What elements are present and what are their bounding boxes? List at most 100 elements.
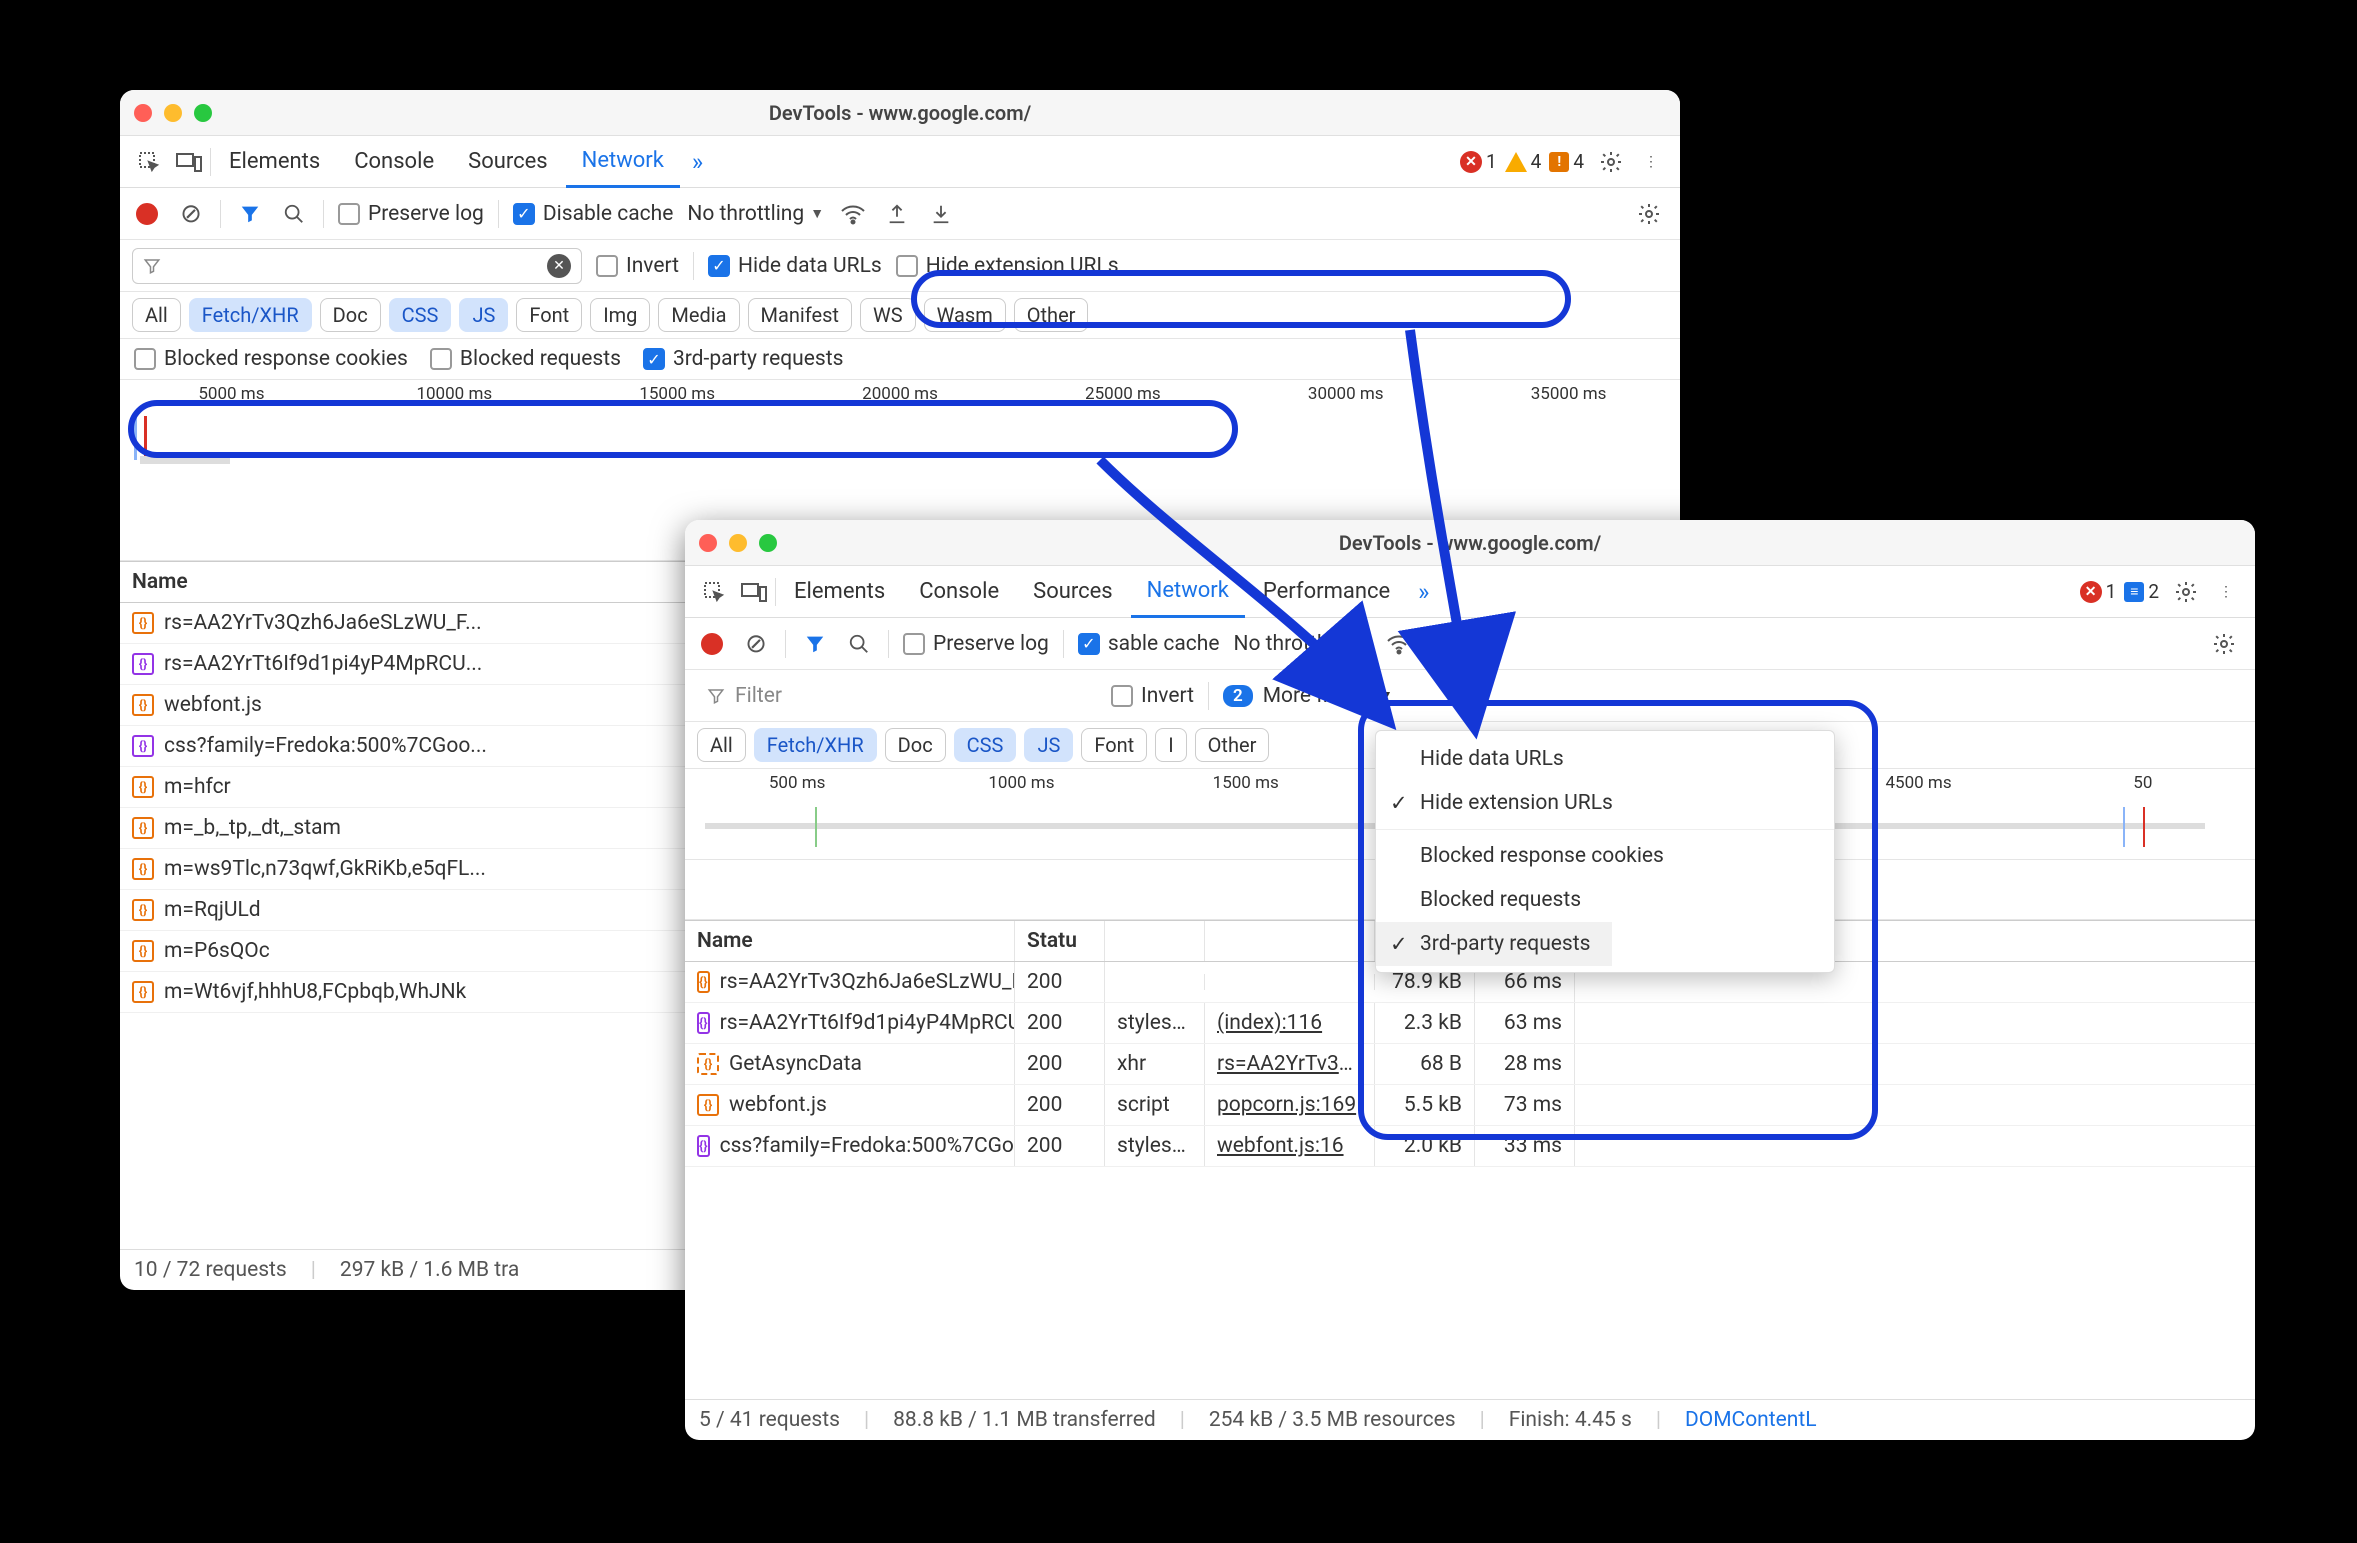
menu-item[interactable]: ✓3rd-party requests (1376, 922, 1612, 966)
disable-cache-checkbox[interactable]: ✓Disable cache (513, 202, 674, 226)
type-pill-fetchxhr[interactable]: Fetch/XHR (754, 728, 877, 762)
issue-badges[interactable]: ✕1 4 !4 (1460, 150, 1584, 173)
third-party-checkbox[interactable]: ✓3rd-party requests (643, 347, 843, 371)
kebab-icon[interactable]: ⋮ (1632, 143, 1670, 181)
text-filter-input[interactable]: Filter (697, 678, 1097, 714)
minimize-dot[interactable] (164, 104, 182, 122)
inspect-icon[interactable] (695, 573, 733, 611)
search-icon[interactable] (279, 199, 309, 229)
wifi-icon[interactable] (838, 199, 868, 229)
type-pill-font[interactable]: Font (516, 298, 582, 332)
hide-data-urls-checkbox[interactable]: ✓Hide data URLs (708, 254, 882, 278)
clear-icon[interactable]: ⊘ (741, 629, 771, 659)
more-filters-dropdown[interactable]: 2 More filters ▼ (1223, 684, 1393, 708)
device-icon[interactable] (735, 573, 773, 611)
type-pill-doc[interactable]: Doc (885, 728, 946, 762)
minimize-dot[interactable] (729, 534, 747, 552)
close-dot[interactable] (699, 534, 717, 552)
tabs-overflow-icon[interactable]: » (1408, 578, 1439, 606)
invert-checkbox[interactable]: Invert (1111, 684, 1194, 708)
tab-performance[interactable]: Performance (1247, 566, 1406, 618)
gear-icon[interactable] (2167, 573, 2205, 611)
clear-filter-icon[interactable]: ✕ (547, 254, 571, 278)
wifi-icon[interactable] (1384, 629, 1414, 659)
tab-sources[interactable]: Sources (1017, 566, 1129, 618)
clear-icon[interactable]: ⊘ (176, 199, 206, 229)
tab-console[interactable]: Console (338, 136, 450, 188)
type-pill-other[interactable]: Other (1014, 298, 1089, 332)
tab-console[interactable]: Console (903, 566, 1015, 618)
type-pill-all[interactable]: All (132, 298, 181, 332)
gear-icon[interactable] (1630, 195, 1668, 233)
search-icon[interactable] (844, 629, 874, 659)
close-dot[interactable] (134, 104, 152, 122)
table-row[interactable]: {}rs=AA2YrTt6If9d1pi4yP4MpRCU4...200styl… (685, 1003, 2255, 1044)
type-pill-i[interactable]: I (1155, 728, 1186, 762)
device-icon[interactable] (170, 143, 208, 181)
timeline-label: 10000 ms (343, 384, 566, 404)
type-pill-manifest[interactable]: Manifest (748, 298, 852, 332)
record-button[interactable] (132, 199, 162, 229)
col-Statu[interactable]: Statu (1015, 921, 1105, 961)
disable-cache-checkbox[interactable]: ✓sable cache (1078, 632, 1220, 656)
col-Name[interactable]: Name (685, 921, 1015, 961)
timeline-label: 1000 ms (909, 773, 1133, 793)
type-pill-other[interactable]: Other (1195, 728, 1270, 762)
tabs-overflow-icon[interactable]: » (682, 148, 713, 176)
blocked-cookies-checkbox[interactable]: Blocked response cookies (134, 347, 408, 371)
table-row[interactable]: {}webfont.js200scriptpopcorn.js:1695.5 k… (685, 1085, 2255, 1126)
inspect-icon[interactable] (130, 143, 168, 181)
preserve-log-checkbox[interactable]: Preserve log (903, 632, 1049, 656)
timeline-label: 4500 ms (1806, 773, 2030, 793)
tab-sources[interactable]: Sources (452, 136, 564, 188)
throttling-select[interactable]: No throttling▼ (687, 202, 824, 226)
tab-elements[interactable]: Elements (778, 566, 901, 618)
zoom-dot[interactable] (759, 534, 777, 552)
type-pill-wasm[interactable]: Wasm (924, 298, 1006, 332)
record-button[interactable] (697, 629, 727, 659)
menu-item[interactable]: ✓Hide extension URLs (1376, 781, 1834, 825)
table-row[interactable]: {}GetAsyncData200xhrrs=AA2YrTv3Qzh6J68 B… (685, 1044, 2255, 1085)
panel-tabs: Elements Console Sources Network Perform… (685, 566, 2255, 618)
menu-item[interactable]: Blocked requests (1376, 878, 1834, 922)
throttling-select[interactable]: No throttling▼ (1233, 632, 1370, 656)
type-pill-fetchxhr[interactable]: Fetch/XHR (189, 298, 312, 332)
menu-item[interactable]: Blocked response cookies (1376, 834, 1834, 878)
request-name: m=RqjULd (164, 898, 261, 922)
type-pill-font[interactable]: Font (1081, 728, 1147, 762)
gear-icon[interactable] (2205, 625, 2243, 663)
issue-badges[interactable]: ✕1 ≡2 (2080, 580, 2159, 603)
hide-extension-urls-checkbox[interactable]: Hide extension URLs (896, 254, 1119, 278)
tab-elements[interactable]: Elements (213, 136, 336, 188)
table-row[interactable]: {}css?family=Fredoka:500%7CGoog...200sty… (685, 1126, 2255, 1167)
text-filter-input[interactable]: ✕ (132, 248, 582, 284)
zoom-dot[interactable] (194, 104, 212, 122)
type-pill-ws[interactable]: WS (860, 298, 916, 332)
type-pill-js[interactable]: JS (459, 298, 508, 332)
type-pill-js[interactable]: JS (1024, 728, 1073, 762)
timeline-label: 5000 ms (120, 384, 343, 404)
tab-network[interactable]: Network (1131, 566, 1245, 618)
filter-icon[interactable] (235, 199, 265, 229)
download-icon[interactable] (926, 199, 956, 229)
type-pill-doc[interactable]: Doc (320, 298, 381, 332)
blocked-requests-checkbox[interactable]: Blocked requests (430, 347, 621, 371)
type-pill-css[interactable]: CSS (389, 298, 452, 332)
type-pill-img[interactable]: Img (590, 298, 650, 332)
filter-icon[interactable] (800, 629, 830, 659)
col-blank[interactable] (1105, 921, 1205, 961)
invert-checkbox[interactable]: Invert (596, 254, 679, 278)
file-icon: {} (132, 735, 154, 757)
type-pill-all[interactable]: All (697, 728, 746, 762)
upload-icon[interactable] (882, 199, 912, 229)
tab-network[interactable]: Network (566, 136, 680, 188)
download-icon[interactable] (1472, 629, 1502, 659)
menu-item[interactable]: Hide data URLs (1376, 737, 1834, 781)
type-pill-media[interactable]: Media (658, 298, 739, 332)
col-blank[interactable] (1205, 921, 1375, 961)
gear-icon[interactable] (1592, 143, 1630, 181)
kebab-icon[interactable]: ⋮ (2207, 573, 2245, 611)
preserve-log-checkbox[interactable]: Preserve log (338, 202, 484, 226)
upload-icon[interactable] (1428, 629, 1458, 659)
type-pill-css[interactable]: CSS (954, 728, 1017, 762)
